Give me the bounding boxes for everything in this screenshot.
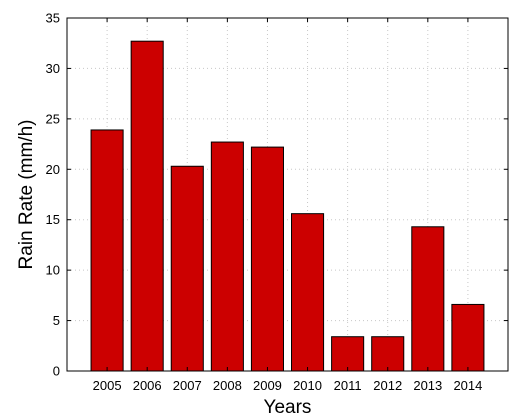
bar-2014 xyxy=(451,303,485,372)
bar-2008 xyxy=(210,141,244,372)
x-tick-label-2012: 2012 xyxy=(373,378,402,393)
x-tick-label-2007: 2007 xyxy=(173,378,202,393)
x-tick-label-2011: 2011 xyxy=(334,378,362,393)
y-tick-label: 35 xyxy=(46,11,60,26)
bar-2011 xyxy=(331,336,365,372)
bar-2006 xyxy=(130,40,164,372)
x-tick-label-2009: 2009 xyxy=(253,378,282,393)
y-tick-label: 30 xyxy=(46,61,60,76)
y-tick-label: 15 xyxy=(46,212,60,227)
plot-frame xyxy=(66,17,509,372)
bar-2010 xyxy=(291,213,325,372)
x-axis-title: Years xyxy=(264,397,312,418)
y-tick-label: 0 xyxy=(53,364,60,379)
y-tick-label: 5 xyxy=(53,313,60,328)
x-tick-label-2010: 2010 xyxy=(293,378,322,393)
y-axis-title: Rain Rate (mm/h) xyxy=(16,120,37,270)
bar-2013 xyxy=(411,226,445,372)
x-tick-label-2006: 2006 xyxy=(133,378,162,393)
x-tick-label-2014: 2014 xyxy=(453,378,482,393)
x-tick-label-2013: 2013 xyxy=(413,378,442,393)
bar-2009 xyxy=(250,146,284,372)
bar-2012 xyxy=(371,336,405,372)
y-tick-label: 10 xyxy=(46,263,60,278)
x-axis: 2005 2006 2007 2008 2009 2010 2011 2012 2013 2014 xyxy=(93,18,482,393)
x-tick-label-2008: 2008 xyxy=(213,378,242,393)
y-axis: 0 5 10 15 20 25 30 35 xyxy=(46,11,508,379)
bar-2007 xyxy=(170,165,204,372)
y-tick-label: 25 xyxy=(46,111,60,126)
y-tick-label: 20 xyxy=(46,162,60,177)
x-tick-label-2005: 2005 xyxy=(93,378,122,393)
bar-2005 xyxy=(90,129,124,372)
